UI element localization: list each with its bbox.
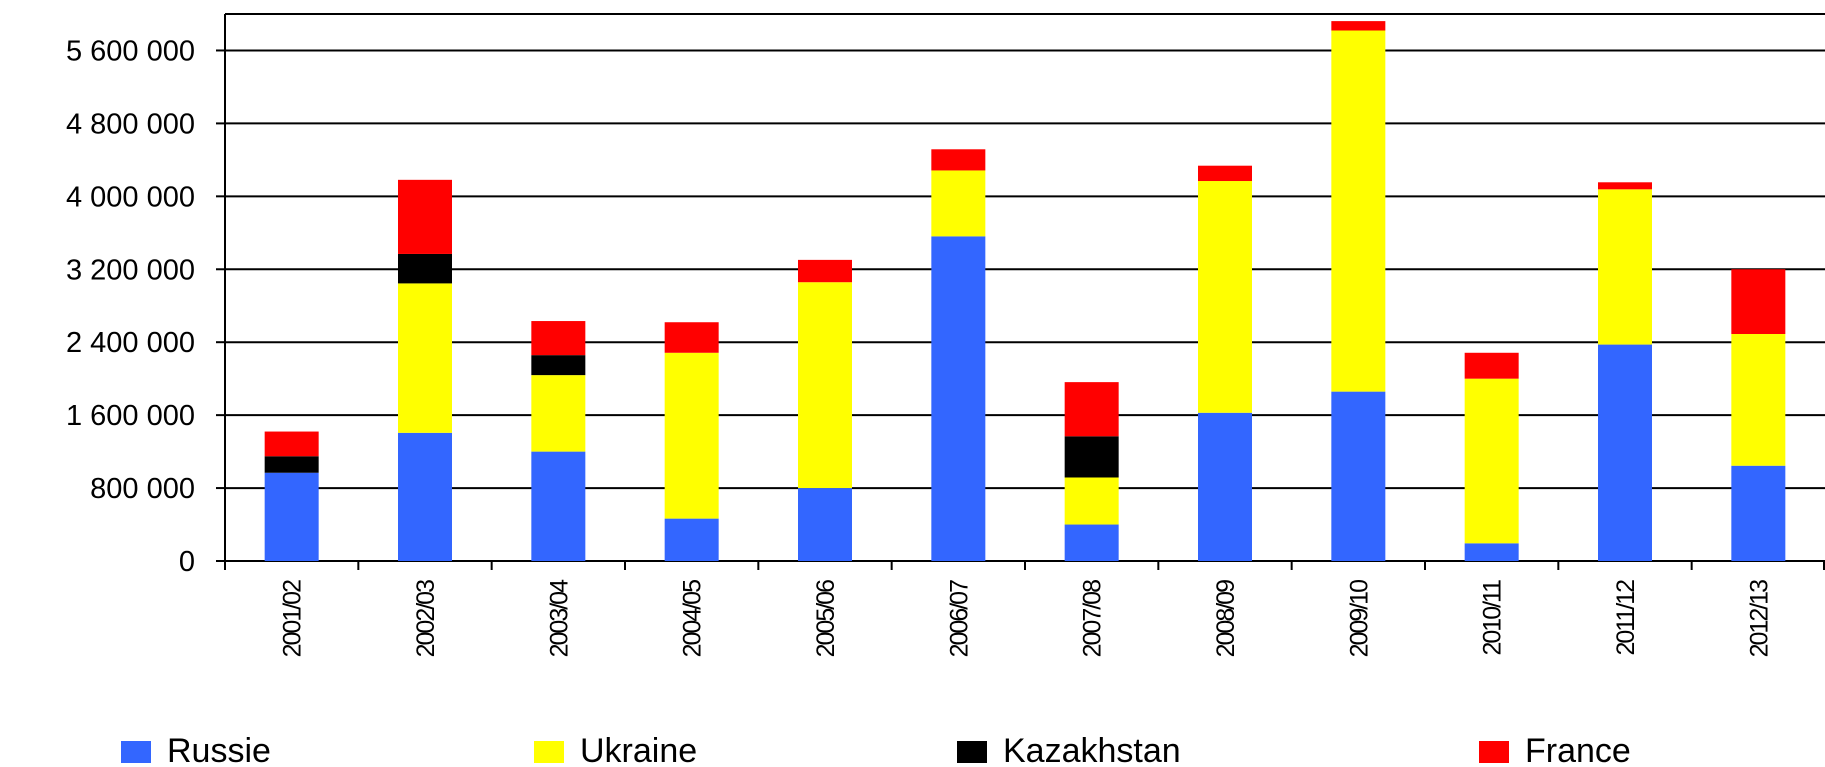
bar-segment bbox=[1064, 477, 1119, 525]
bar-segment bbox=[798, 282, 852, 489]
legend-label: Kazakhstan bbox=[1003, 732, 1181, 767]
x-tick-label: 2009/10 bbox=[1345, 580, 1373, 657]
bar-segment bbox=[531, 451, 586, 561]
bar-segment bbox=[1064, 524, 1119, 561]
x-tick-label: 2007/08 bbox=[1079, 580, 1107, 657]
bar-segment bbox=[398, 179, 452, 254]
bar-segment bbox=[1464, 378, 1519, 544]
bar-segment bbox=[1598, 344, 1652, 561]
x-tick-label: 2011/12 bbox=[1612, 580, 1640, 656]
x-tick-label: 2008/09 bbox=[1212, 580, 1240, 657]
legend-swatch bbox=[121, 741, 151, 763]
bar-segment bbox=[398, 253, 452, 284]
y-tick-label: 3 200 000 bbox=[66, 254, 195, 286]
bar-segment bbox=[664, 322, 719, 353]
legend-label: Ukraine bbox=[580, 732, 697, 767]
bar-segment bbox=[264, 456, 319, 473]
bar-segment bbox=[1598, 182, 1652, 190]
legend-swatch bbox=[1479, 741, 1509, 763]
legend-swatch bbox=[957, 741, 987, 763]
bar-segment bbox=[1731, 465, 1786, 561]
bar-segment bbox=[664, 352, 719, 519]
bar-segment bbox=[1331, 30, 1386, 392]
bar-segment bbox=[1198, 412, 1252, 561]
legend-swatch bbox=[534, 741, 564, 763]
bar-segment bbox=[931, 170, 986, 237]
bar-segment bbox=[1731, 269, 1786, 334]
x-tick-label: 2006/07 bbox=[945, 580, 973, 657]
y-tick-label: 5 600 000 bbox=[66, 35, 195, 67]
bar-segment bbox=[664, 518, 719, 561]
bar-segment bbox=[398, 283, 452, 433]
bar-segment bbox=[1198, 165, 1252, 182]
bar-segment bbox=[1064, 436, 1119, 478]
y-tick-label: 1 600 000 bbox=[66, 400, 195, 432]
bar-segment bbox=[798, 259, 852, 283]
x-tick-label: 2010/11 bbox=[1479, 580, 1507, 656]
bar-segment bbox=[1331, 391, 1386, 561]
legend-label: Russie bbox=[167, 732, 271, 767]
bar-segment bbox=[264, 431, 319, 457]
bar-segment bbox=[1331, 21, 1386, 31]
bar-segment bbox=[1598, 189, 1652, 345]
bar-segment bbox=[531, 321, 586, 356]
bar-segment bbox=[1464, 352, 1519, 379]
bar-segment bbox=[798, 488, 852, 561]
bar-segment bbox=[1464, 543, 1519, 561]
bar-segment bbox=[1198, 181, 1252, 413]
x-tick-label: 2003/04 bbox=[545, 579, 573, 657]
bar-segment bbox=[398, 432, 452, 561]
x-tick-label: 2012/13 bbox=[1745, 580, 1773, 657]
x-tick-label: 2002/03 bbox=[412, 580, 440, 657]
y-tick-label: 0 bbox=[179, 546, 195, 578]
bar-segment bbox=[1064, 382, 1119, 437]
bar-segment bbox=[931, 236, 986, 561]
y-tick-label: 4 000 000 bbox=[66, 181, 195, 213]
bar-segment bbox=[264, 472, 319, 561]
y-tick-label: 800 000 bbox=[90, 473, 195, 505]
bar-segment bbox=[1731, 333, 1786, 466]
x-tick-label: 2005/06 bbox=[812, 580, 840, 657]
x-tick-label: 2001/02 bbox=[279, 580, 307, 657]
bar-segment bbox=[531, 355, 586, 376]
x-tick-label: 2004/05 bbox=[679, 580, 707, 657]
y-tick-label: 4 800 000 bbox=[66, 108, 195, 140]
y-tick-label: 2 400 000 bbox=[66, 327, 195, 359]
legend-label: France bbox=[1525, 732, 1631, 767]
bar-segment bbox=[531, 375, 586, 452]
bar-segment bbox=[931, 149, 986, 171]
